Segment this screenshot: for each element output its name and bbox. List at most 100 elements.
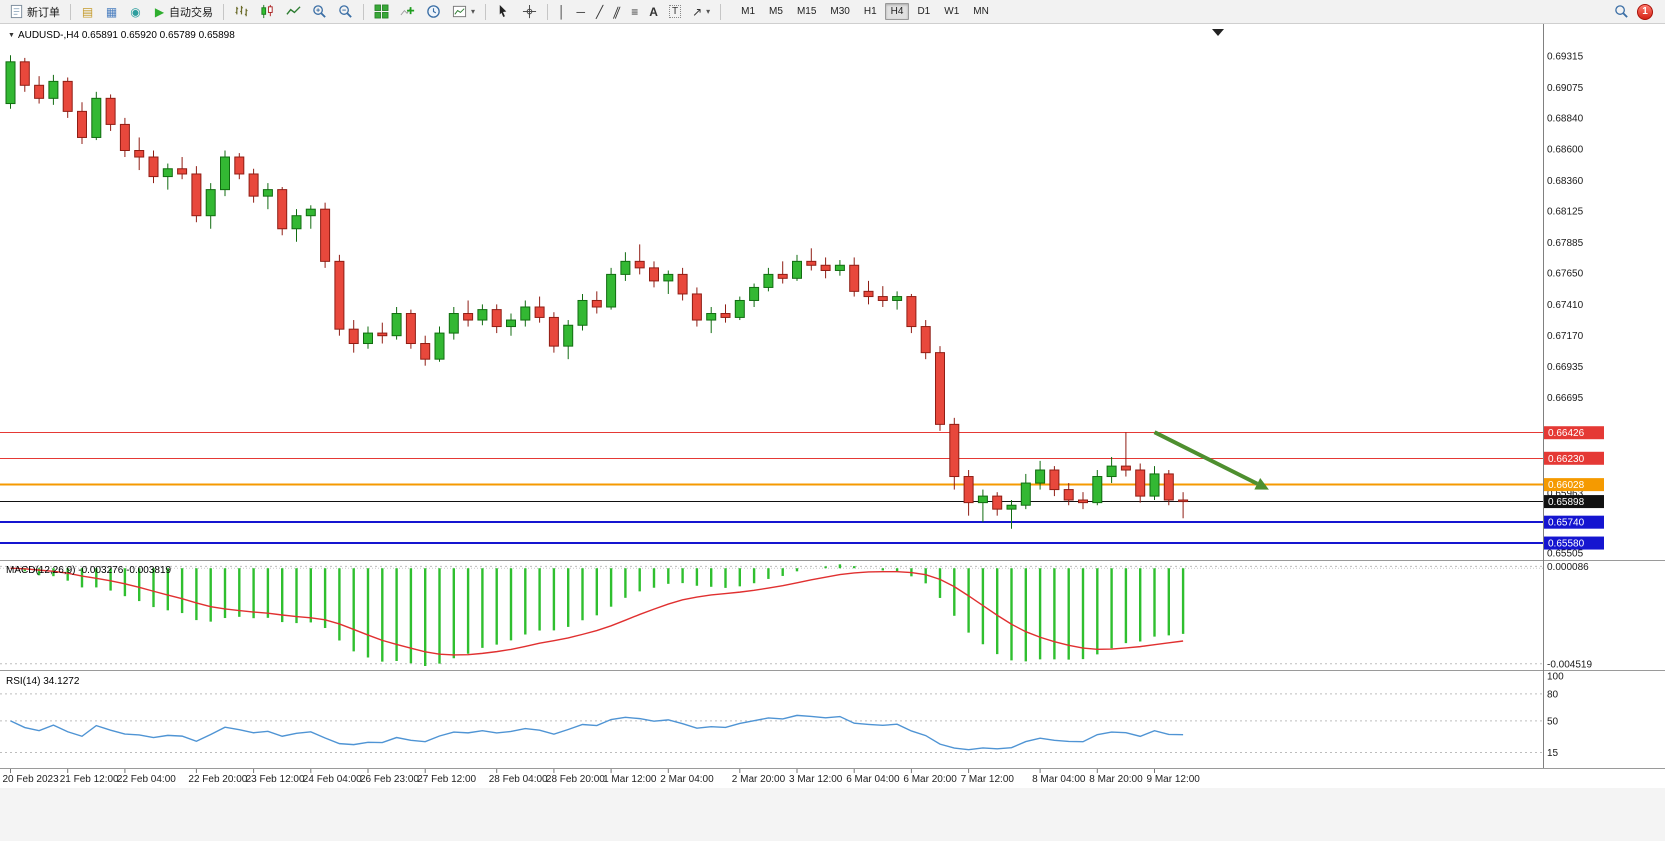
candle-body bbox=[663, 273, 674, 282]
zoom-out-button[interactable] bbox=[333, 2, 358, 22]
crosshair-button[interactable] bbox=[517, 2, 542, 22]
charts-window-button[interactable]: ▤ bbox=[76, 2, 99, 22]
new-order-button[interactable]: 新订单 bbox=[4, 2, 65, 22]
toolbar-separator bbox=[363, 3, 364, 20]
chevron-down-icon: ▾ bbox=[706, 7, 711, 16]
auto-trading-button[interactable]: ▶ 自动交易 bbox=[148, 2, 218, 22]
candle-body bbox=[148, 156, 159, 178]
candle-body bbox=[277, 189, 288, 230]
crosshair-icon bbox=[522, 4, 537, 19]
candle-body bbox=[935, 352, 945, 425]
bar-chart-button[interactable] bbox=[229, 2, 254, 22]
time-axis-label: 6 Mar 04:00 bbox=[846, 774, 900, 785]
timeframe-w1[interactable]: W1 bbox=[944, 6, 960, 17]
label-tool-button[interactable]: T bbox=[664, 2, 686, 22]
timeframe-m15[interactable]: M15 bbox=[796, 6, 817, 17]
timeframe-d1[interactable]: D1 bbox=[917, 6, 931, 17]
timeframe-h4[interactable]: H4 bbox=[884, 3, 910, 20]
candle-body bbox=[191, 173, 202, 217]
toolbar-separator bbox=[485, 3, 487, 20]
price-axis-label: 0.68840 bbox=[1547, 113, 1584, 124]
community-button[interactable]: ◉ bbox=[124, 2, 147, 22]
candle-body bbox=[234, 156, 245, 175]
candle-body bbox=[77, 110, 87, 138]
bottom-filler bbox=[0, 788, 1665, 841]
time-axis-label: 20 Feb 2023 bbox=[3, 774, 60, 785]
candle-body bbox=[1106, 465, 1117, 478]
horizontal-line-tool-button[interactable]: ─ bbox=[572, 2, 591, 22]
candle-body bbox=[363, 332, 373, 345]
timeframe-m5[interactable]: M5 bbox=[769, 6, 783, 17]
period-button[interactable] bbox=[421, 2, 446, 22]
candle-body bbox=[834, 264, 845, 271]
channel-tool-button[interactable]: ∥ bbox=[609, 2, 625, 22]
candle-body bbox=[334, 260, 345, 330]
candle-body bbox=[534, 306, 545, 318]
price-axis-label: 0.68360 bbox=[1547, 176, 1584, 187]
timeframe-m30[interactable]: M30 bbox=[830, 6, 850, 17]
candle-body bbox=[291, 215, 302, 230]
time-axis-label: 21 Feb 12:00 bbox=[60, 774, 119, 785]
timeframe-toolbar: M1 M5 M15 M30 H1 H4 D1 W1 MN bbox=[734, 3, 996, 20]
market-watch-button[interactable]: ▦ bbox=[100, 2, 123, 22]
macd-histogram bbox=[23, 564, 1185, 666]
time-axis-label: 26 Feb 23:00 bbox=[360, 774, 419, 785]
price-axis-label: 0.69075 bbox=[1547, 83, 1584, 94]
candle-body bbox=[62, 80, 73, 112]
candle-body bbox=[1020, 482, 1031, 506]
arrows-tool-button[interactable]: ↗ ▾ bbox=[687, 2, 715, 22]
price-axis-label: 0.68600 bbox=[1547, 145, 1584, 156]
templates-icon bbox=[452, 5, 467, 18]
candle-body bbox=[1035, 469, 1046, 484]
candle-body bbox=[520, 306, 531, 321]
chart-area[interactable]: 0.69315 0.69075 0.68840 0.68600 0.68360 0.681… bbox=[0, 24, 1665, 841]
trendline-icon: ╱ bbox=[596, 4, 604, 19]
candle-body bbox=[720, 313, 731, 318]
price-axis-label: 0.67885 bbox=[1547, 238, 1584, 249]
candle-body bbox=[1006, 504, 1017, 510]
vertical-line-tool-button[interactable]: │ bbox=[553, 2, 571, 22]
zoom-in-button[interactable] bbox=[307, 2, 332, 22]
add-indicator-button[interactable] bbox=[395, 2, 420, 22]
candle-body bbox=[348, 328, 359, 345]
notification-badge[interactable]: 1 bbox=[1637, 3, 1653, 20]
candlestick-chart-button[interactable] bbox=[255, 2, 280, 22]
candle-body bbox=[577, 299, 588, 326]
arrow-shaft[interactable] bbox=[1153, 430, 1259, 486]
candle-body bbox=[177, 168, 188, 175]
price-tag bbox=[1544, 536, 1604, 550]
time-axis-label: 9 Mar 12:00 bbox=[1147, 774, 1201, 785]
line-chart-button[interactable] bbox=[281, 2, 306, 22]
candle-body bbox=[448, 313, 459, 334]
time-axis-label: 27 Feb 12:00 bbox=[417, 774, 476, 785]
candle-body bbox=[205, 189, 216, 217]
rsi-axis-label: 15 bbox=[1547, 748, 1559, 759]
price-tag-text: 0.65580 bbox=[1548, 539, 1585, 550]
fibonacci-tool-button[interactable]: ≡ bbox=[626, 2, 643, 22]
search-button[interactable] bbox=[1609, 2, 1634, 22]
candle-body bbox=[305, 208, 316, 217]
timeframe-m1[interactable]: M1 bbox=[741, 6, 756, 17]
timeframe-mn[interactable]: MN bbox=[973, 6, 989, 17]
tile-windows-button[interactable] bbox=[369, 2, 394, 22]
timeframe-h1[interactable]: H1 bbox=[863, 6, 877, 17]
candle-body bbox=[1078, 499, 1088, 504]
templates-button[interactable]: ▾ bbox=[447, 2, 480, 22]
candle-body bbox=[1049, 469, 1060, 491]
candle-body bbox=[405, 313, 416, 345]
candle-body bbox=[649, 267, 659, 282]
channel-icon: ∥ bbox=[611, 4, 624, 19]
trendline-tool-button[interactable]: ╱ bbox=[591, 2, 608, 22]
candle-body bbox=[506, 319, 516, 328]
chart-shift-marker[interactable] bbox=[1212, 29, 1224, 36]
rsi-line bbox=[10, 714, 1184, 751]
candle-body bbox=[634, 260, 645, 269]
candle-body bbox=[119, 123, 130, 152]
price-tag-text: 0.65740 bbox=[1548, 518, 1585, 529]
rsi-axis-label: 80 bbox=[1547, 689, 1559, 700]
text-tool-button[interactable]: A bbox=[644, 2, 663, 22]
cursor-button[interactable] bbox=[491, 2, 516, 22]
price-tag-text: 0.66028 bbox=[1548, 480, 1585, 491]
clock-icon bbox=[427, 5, 440, 18]
